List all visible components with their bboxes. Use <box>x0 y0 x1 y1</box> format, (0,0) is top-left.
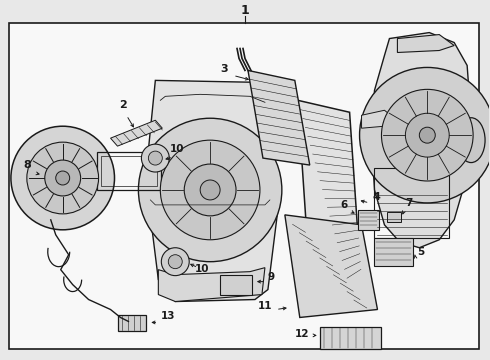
Text: 12: 12 <box>295 329 310 339</box>
Text: 11: 11 <box>257 301 272 311</box>
Text: 1: 1 <box>241 4 249 17</box>
Bar <box>373 238 414 266</box>
Text: 3: 3 <box>220 64 228 75</box>
Ellipse shape <box>54 158 82 198</box>
Polygon shape <box>158 268 265 302</box>
Circle shape <box>11 126 115 230</box>
Bar <box>358 210 379 230</box>
Polygon shape <box>362 110 394 128</box>
Circle shape <box>419 127 435 143</box>
Circle shape <box>405 113 449 157</box>
Circle shape <box>382 89 473 181</box>
Bar <box>374 168 449 238</box>
Circle shape <box>56 171 70 185</box>
Polygon shape <box>285 215 377 318</box>
Text: 10: 10 <box>171 144 185 154</box>
Text: 2: 2 <box>120 100 127 110</box>
Text: 13: 13 <box>160 311 175 321</box>
Circle shape <box>138 118 282 262</box>
Polygon shape <box>111 120 162 146</box>
Text: 6: 6 <box>341 200 347 210</box>
Text: 9: 9 <box>268 271 275 282</box>
Text: 8: 8 <box>23 160 31 170</box>
Text: 10: 10 <box>195 264 210 274</box>
Polygon shape <box>298 100 362 288</box>
Polygon shape <box>148 80 278 302</box>
Ellipse shape <box>457 118 485 163</box>
Bar <box>388 212 401 222</box>
Bar <box>119 315 147 332</box>
Circle shape <box>200 180 220 200</box>
Circle shape <box>168 255 182 269</box>
Circle shape <box>161 248 189 276</box>
Text: 4: 4 <box>372 192 380 202</box>
Bar <box>100 156 157 186</box>
Polygon shape <box>371 32 471 248</box>
Polygon shape <box>397 35 454 53</box>
Bar <box>97 152 161 190</box>
Circle shape <box>360 67 490 203</box>
Circle shape <box>148 151 162 165</box>
Text: 7: 7 <box>405 198 413 208</box>
Polygon shape <box>248 71 310 165</box>
Circle shape <box>27 142 98 214</box>
Bar <box>220 275 252 294</box>
Bar <box>319 328 382 349</box>
Circle shape <box>45 160 81 196</box>
Circle shape <box>142 144 169 172</box>
Text: 5: 5 <box>417 247 424 257</box>
Circle shape <box>184 164 236 216</box>
Circle shape <box>160 140 260 240</box>
